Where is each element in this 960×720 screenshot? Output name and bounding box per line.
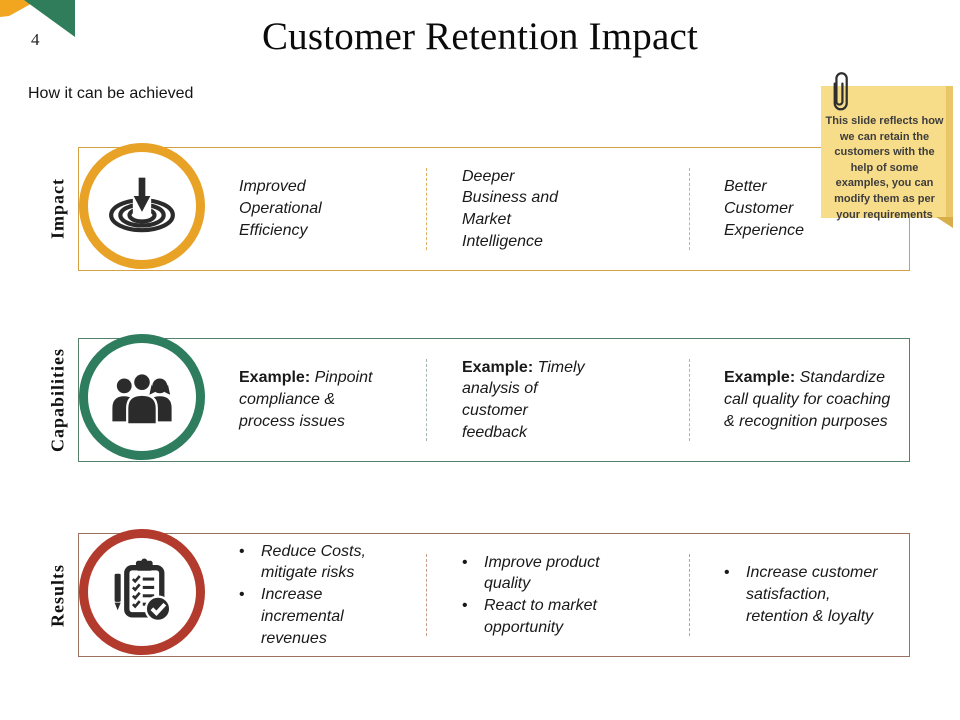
column-divider xyxy=(426,554,427,636)
corner-ribbon-green xyxy=(24,0,75,37)
example-text: Pinpoint compliance & process issues xyxy=(239,369,373,430)
row-label-impact: Impact xyxy=(47,178,68,240)
impact-text-cell-2: Deeper Business and Market Intelligence xyxy=(462,148,678,270)
cell-text: Better Customer Experience xyxy=(724,178,805,239)
paperclip-icon xyxy=(833,72,848,111)
people-icon xyxy=(112,372,172,426)
list-item: • Increase customer satisfaction, retent… xyxy=(724,562,912,627)
impact-text-cell-1: Improved Operational Efficiency xyxy=(239,148,421,270)
example-label: Example: xyxy=(724,369,796,387)
bullet-text: Increase customer satisfaction, retentio… xyxy=(746,564,878,625)
corner-ribbon-orange xyxy=(0,0,38,17)
impact-row: Impact Improved Operational Efficiency D… xyxy=(48,143,912,271)
subtitle: How it can be achieved xyxy=(28,85,194,102)
capabilities-icon-circle xyxy=(79,334,205,460)
sticky-note-text: This slide reflects how we can retain th… xyxy=(825,115,944,221)
list-item: • Increase incremental revenues xyxy=(239,584,421,649)
capabilities-row: Capabilities Example: Pinpoint complianc… xyxy=(48,334,912,462)
results-row: Results xyxy=(48,529,912,657)
capabilities-text-cell-2: Example: Timely analysis of customer fee… xyxy=(462,339,678,461)
row-label-capabilities: Capabilities xyxy=(47,348,68,453)
list-item: • Improve product quality xyxy=(462,552,678,596)
column-divider xyxy=(426,359,427,441)
list-item: • React to market opportunity xyxy=(462,595,678,639)
example-text: Timely analysis of customer feedback xyxy=(462,358,585,441)
cell-text: Deeper Business and Market Intelligence xyxy=(462,167,559,250)
bullet-marker: • xyxy=(724,564,730,582)
results-text-cell-1: • Reduce Costs, mitigate risks • Increas… xyxy=(239,534,421,656)
list-item: • Reduce Costs, mitigate risks xyxy=(239,541,421,585)
cell-text: Example: Pinpoint compliance & process i… xyxy=(239,367,421,432)
results-text-cell-3: • Increase customer satisfaction, retent… xyxy=(724,534,912,656)
bullet-marker: • xyxy=(239,586,245,604)
row-label-results: Results xyxy=(47,563,68,627)
capabilities-text-cell-3: Example: Standardize call quality for co… xyxy=(724,339,912,461)
slide-number: 4 xyxy=(31,30,40,49)
page-title: Customer Retention Impact xyxy=(261,15,699,58)
bullet-text: Increase incremental revenues xyxy=(261,586,344,647)
example-text: Standardize call quality for coaching & … xyxy=(724,369,891,430)
bullet-marker: • xyxy=(239,542,245,560)
capabilities-text-cell-1: Example: Pinpoint compliance & process i… xyxy=(239,339,421,461)
bullet-text: Reduce Costs, mitigate risks xyxy=(261,542,366,582)
results-icon-circle xyxy=(79,529,205,655)
results-text-cell-2: • Improve product quality • React to mar… xyxy=(462,534,678,656)
example-label: Example: xyxy=(239,369,311,387)
column-divider xyxy=(426,168,427,250)
column-divider xyxy=(689,168,690,250)
column-divider xyxy=(689,359,690,441)
clipboard-check-icon xyxy=(114,558,172,623)
column-divider xyxy=(689,554,690,636)
bullet-marker: • xyxy=(462,553,468,571)
cell-text: Example: Timely analysis of customer fee… xyxy=(462,357,678,444)
bullet-text: Improve product quality xyxy=(484,553,600,593)
cell-text: Improved Operational Efficiency xyxy=(239,178,322,239)
bullet-marker: • xyxy=(462,597,468,614)
bullet-text: React to market opportunity xyxy=(484,597,597,636)
impact-text-cell-3: Better Customer Experience xyxy=(724,148,912,270)
impact-icon-circle xyxy=(79,143,205,269)
cell-text: Example: Standardize call quality for co… xyxy=(724,367,912,432)
target-icon xyxy=(109,176,175,233)
corner-ribbon xyxy=(0,0,75,37)
example-label: Example: xyxy=(462,358,534,376)
